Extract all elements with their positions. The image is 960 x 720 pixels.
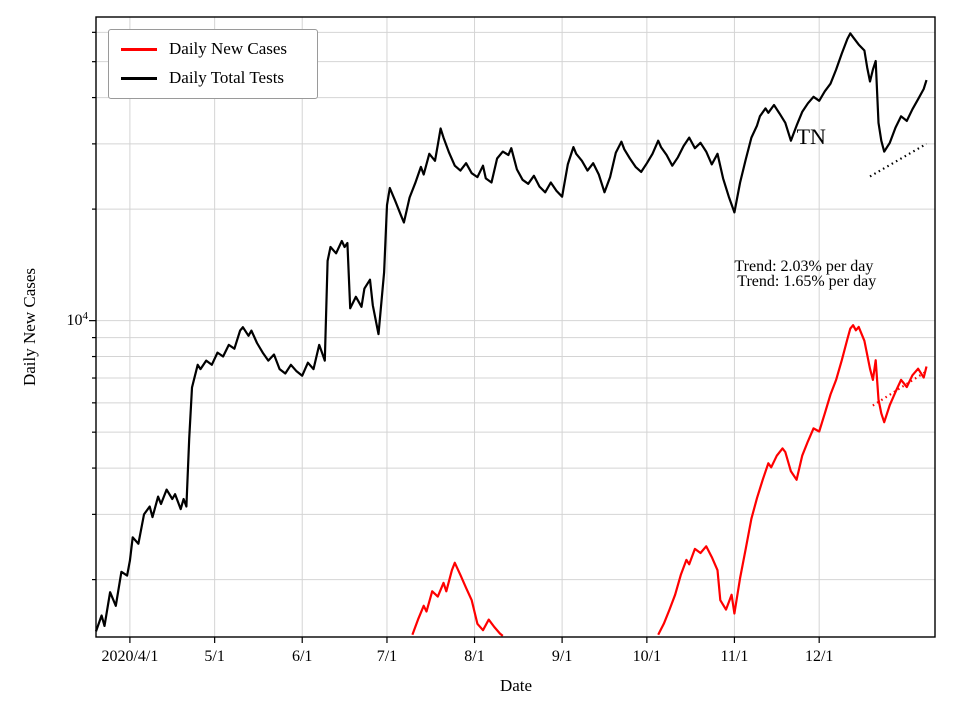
x-tick-label: 12/1 [805, 648, 833, 665]
y-axis-tick-label: 104 [44, 309, 89, 330]
x-tick-label: 7/1 [377, 648, 397, 665]
y-tick-exponent: 4 [82, 309, 89, 322]
y-axis-label: Daily New Cases [20, 267, 39, 387]
tests-trend-dotted-line [869, 142, 928, 178]
x-tick-label: 11/1 [721, 648, 749, 665]
x-tick-label: 5/1 [204, 648, 224, 665]
annotation-text: Trend: 1.65% per day [737, 273, 876, 290]
plot-border [95, 16, 936, 638]
legend-item-daily-new-cases: Daily New Cases [121, 39, 287, 59]
annotation-text: TN [797, 124, 826, 149]
x-tick-label: 6/1 [292, 648, 312, 665]
legend: Daily New Cases Daily Total Tests [108, 29, 319, 99]
legend-item-daily-total-tests: Daily Total Tests [121, 68, 287, 88]
x-tick-label: 9/1 [552, 648, 572, 665]
legend-label-cases: Daily New Cases [169, 39, 288, 58]
legend-line-swatch-tests [121, 76, 157, 80]
y-tick-base: 10 [66, 312, 83, 330]
legend-line-swatch-cases [121, 47, 157, 51]
x-tick-label: 8/1 [464, 648, 484, 665]
legend-label-tests: Daily Total Tests [169, 68, 285, 87]
x-tick-label: 10/1 [633, 648, 661, 665]
series-line-daily-new-cases [411, 324, 928, 637]
x-tick-label: 2020/4/1 [101, 648, 158, 665]
annotation-text: Trend: 2.03% per day [734, 258, 873, 275]
cases-trend-dotted-line [872, 370, 928, 407]
x-axis-label: Date [499, 676, 533, 695]
series-line-daily-total-tests [94, 32, 928, 632]
